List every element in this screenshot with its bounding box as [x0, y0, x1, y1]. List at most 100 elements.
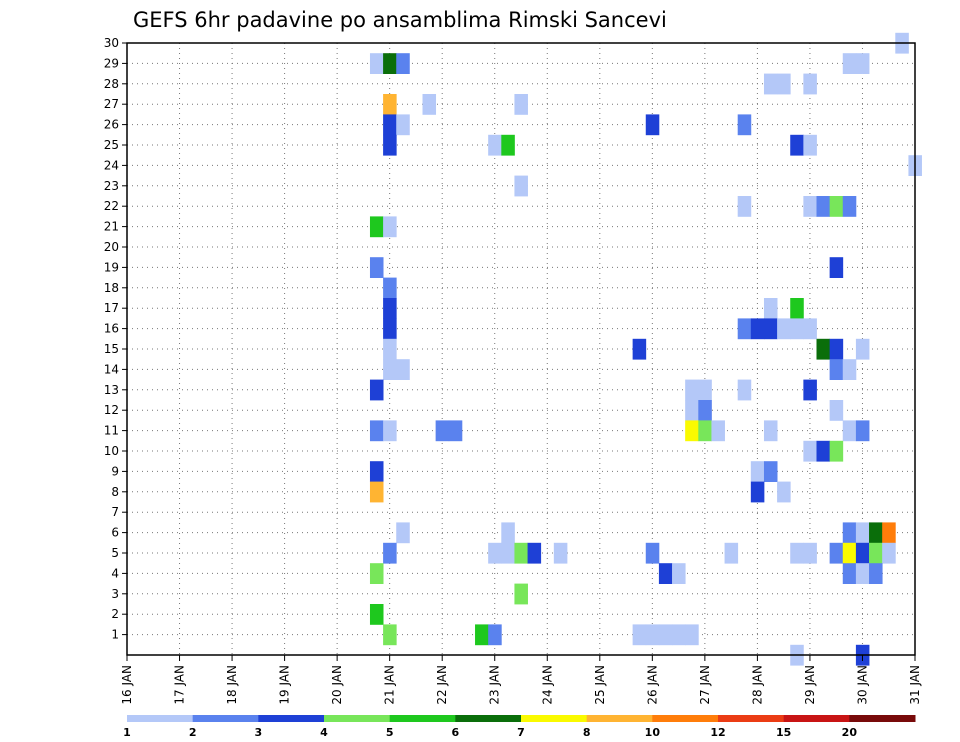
heatmap-cell — [790, 318, 804, 340]
y-axis: 1234567891011121314151617181920212223242… — [104, 36, 127, 642]
x-tick-label: 30 JAN — [855, 665, 869, 705]
heatmap-cell — [672, 563, 686, 584]
heatmap-cell — [383, 114, 397, 136]
y-tick-label: 18 — [104, 281, 119, 295]
heatmap-cell — [869, 522, 883, 544]
y-tick-label: 1 — [111, 628, 119, 642]
heatmap-cell — [475, 624, 489, 646]
x-tick-label: 20 JAN — [330, 665, 344, 705]
y-tick-label: 13 — [104, 383, 119, 397]
heatmap-cells — [369, 32, 922, 666]
heatmap-cell — [750, 481, 765, 503]
heatmap-cell — [488, 624, 502, 646]
y-tick-label: 7 — [111, 505, 119, 519]
x-tick-label: 29 JAN — [803, 665, 817, 705]
y-tick-label: 4 — [111, 566, 119, 580]
heatmap-cell — [829, 257, 844, 278]
legend-label: 2 — [189, 726, 197, 739]
heatmap-cell — [763, 298, 778, 319]
y-tick-label: 2 — [111, 607, 119, 621]
heatmap-cell — [790, 542, 804, 564]
legend-swatch — [652, 715, 719, 722]
heatmap-cell — [645, 624, 660, 646]
y-tick-label: 20 — [104, 240, 119, 254]
x-tick-label: 28 JAN — [750, 665, 764, 705]
heatmap-cell — [777, 318, 791, 340]
x-tick-label: 18 JAN — [225, 665, 239, 705]
x-tick-label: 21 JAN — [383, 665, 397, 705]
heatmap-cell — [396, 522, 410, 544]
heatmap-cell — [383, 94, 397, 115]
y-tick-label: 30 — [104, 36, 119, 50]
heatmap-cell — [632, 624, 647, 646]
heatmap-cell — [632, 338, 647, 360]
heatmap-cell — [855, 53, 870, 74]
x-tick-label: 31 JAN — [908, 665, 922, 705]
legend-swatch — [521, 715, 588, 722]
legend-swatch — [389, 715, 456, 722]
heatmap-cell — [803, 73, 817, 95]
heatmap-cell — [383, 277, 397, 299]
y-tick-label: 3 — [111, 587, 119, 601]
chart-title: GEFS 6hr padavine po ansamblima Rimski S… — [133, 8, 667, 32]
heatmap-cell — [685, 400, 699, 421]
heatmap-cell — [527, 542, 542, 564]
y-tick-label: 16 — [104, 322, 119, 336]
y-tick-label: 26 — [104, 118, 119, 132]
heatmap-cell — [829, 338, 844, 360]
legend-label: 5 — [386, 726, 394, 739]
heatmap-cell — [369, 379, 384, 401]
y-tick-label: 6 — [111, 526, 119, 540]
x-tick-label: 19 JAN — [278, 665, 292, 705]
heatmap-cell — [383, 420, 397, 442]
heatmap-cell — [369, 216, 384, 238]
heatmap-cell — [514, 583, 528, 605]
heatmap-cell — [816, 440, 831, 462]
heatmap-cell — [501, 522, 515, 544]
heatmap-cell — [383, 542, 397, 564]
heatmap-cell — [790, 134, 804, 156]
y-tick-label: 23 — [104, 179, 119, 193]
heatmap-cell — [369, 420, 384, 442]
y-tick-label: 25 — [104, 138, 119, 152]
heatmap-cell — [369, 53, 384, 74]
legend-swatch — [192, 715, 259, 722]
y-tick-label: 5 — [111, 546, 119, 560]
heatmap-cell — [685, 420, 699, 442]
heatmap-cell — [842, 542, 857, 564]
heatmap-cell — [737, 379, 752, 401]
heatmap-cell — [501, 134, 515, 156]
heatmap-cell — [842, 563, 857, 584]
heatmap-cell — [645, 114, 660, 136]
heatmap-cell — [383, 359, 397, 380]
legend-swatch — [586, 715, 653, 722]
heatmap-cell — [711, 420, 725, 442]
y-tick-label: 10 — [104, 444, 119, 458]
y-tick-label: 22 — [104, 199, 119, 213]
heatmap-cell — [685, 379, 699, 401]
legend-label: 15 — [776, 726, 791, 739]
heatmap-cell — [698, 400, 712, 421]
y-tick-label: 14 — [104, 362, 119, 376]
heatmap-cell — [869, 563, 883, 584]
legend-label: 4 — [320, 726, 328, 739]
heatmap-cell — [750, 461, 765, 482]
heatmap-cell — [829, 400, 844, 421]
x-axis: 16 JAN 17 JAN 18 JAN 19 JAN 20 JAN 21 JAN 22 J… — [120, 655, 922, 705]
x-tick-label: 16 JAN — [120, 665, 134, 705]
y-tick-label: 12 — [104, 403, 119, 417]
legend-label: 8 — [583, 726, 591, 739]
color-legend: 1 2 3 4 5 6 7 8 10 12 15 20 — [123, 715, 916, 739]
legend-swatch — [258, 715, 325, 722]
heatmap-cell — [763, 420, 778, 442]
legend-swatch — [849, 715, 916, 722]
heatmap-cell — [882, 522, 896, 544]
heatmap-cell — [777, 481, 791, 503]
heatmap-cell — [803, 542, 817, 564]
heatmap-cell — [855, 522, 870, 544]
heatmap-cell — [803, 134, 817, 156]
y-tick-label: 24 — [104, 158, 119, 172]
heatmap-cell — [777, 73, 791, 95]
heatmap-cell — [658, 563, 673, 584]
heatmap-cell — [855, 338, 870, 360]
